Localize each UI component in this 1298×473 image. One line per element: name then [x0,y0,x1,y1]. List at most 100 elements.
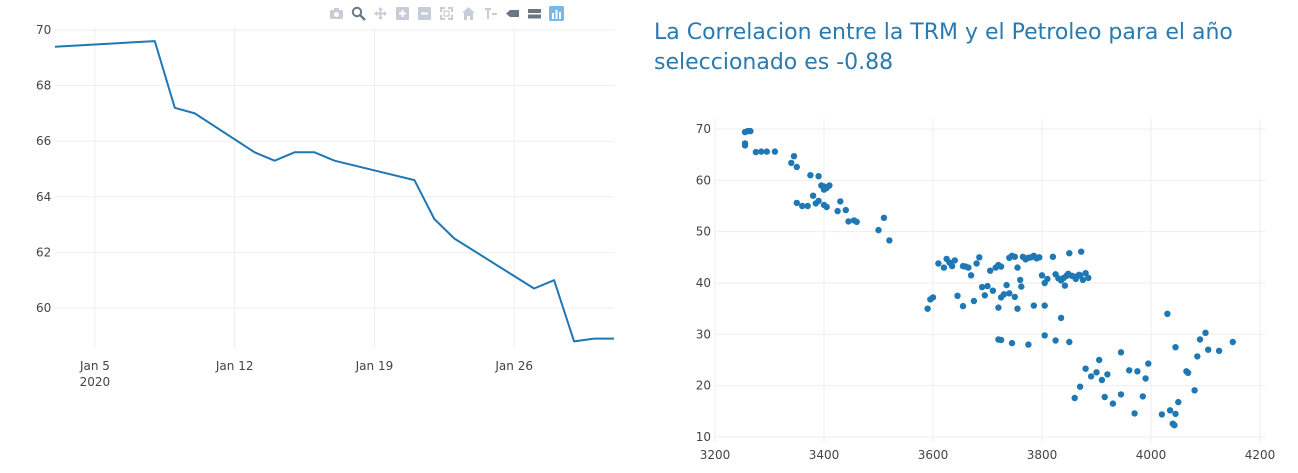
scatter-point[interactable] [1145,360,1152,367]
scatter-point[interactable] [929,294,937,301]
scatter-point[interactable] [758,148,765,155]
scatter-point[interactable] [1096,356,1103,364]
camera-icon[interactable] [328,5,344,21]
scatter-point[interactable] [815,197,822,205]
scatter-point[interactable] [965,264,972,271]
scatter-point[interactable] [940,264,948,271]
scatter-point[interactable] [804,202,811,210]
scatter-point[interactable] [842,206,849,214]
scatter-point[interactable] [790,153,798,160]
scatter-point[interactable] [1008,339,1016,347]
scatter-point[interactable] [1172,410,1179,418]
scatter-point[interactable] [1082,365,1089,372]
scatter-point[interactable] [1215,347,1223,354]
scatter-point[interactable] [997,263,1005,270]
scatter-point[interactable] [1038,272,1046,279]
scatter-point[interactable] [976,254,983,261]
scatter-point[interactable] [1196,336,1204,343]
trm-series-line[interactable] [54,40,614,343]
scatter-point[interactable] [837,198,844,205]
scatter-point[interactable] [1172,344,1179,351]
scatter-point[interactable] [1011,253,1018,260]
autoscale-icon[interactable] [438,5,454,21]
scatter-point[interactable] [1079,276,1087,284]
scatter-point[interactable] [1052,337,1059,344]
scatter-point[interactable] [981,292,988,299]
scatter-point[interactable] [820,186,828,193]
scatter-point[interactable] [752,148,760,156]
scatter-point[interactable] [823,203,830,211]
scatter-point[interactable] [809,192,817,199]
scatter-point[interactable] [793,199,800,207]
plotly-logo-icon[interactable] [548,5,564,21]
scatter-point[interactable] [973,260,980,267]
scatter-point[interactable] [1076,272,1084,279]
zoom-icon[interactable] [350,5,366,21]
scatter-point[interactable] [1076,383,1084,390]
scatter-point[interactable] [978,283,986,291]
scatter-point[interactable] [1171,422,1178,429]
zoom-out-icon[interactable] [416,5,432,21]
scatter-point[interactable] [1126,367,1133,374]
scatter-point[interactable] [788,159,795,167]
scatter-point[interactable] [1101,393,1108,401]
scatter-point[interactable] [1057,314,1065,322]
scatter-point[interactable] [1066,250,1073,257]
scatter-point[interactable] [1085,274,1092,282]
scatter-point[interactable] [1098,376,1106,384]
spike-lines-icon[interactable] [482,5,498,21]
hover-closest-icon[interactable] [504,5,520,21]
scatter-point[interactable] [1006,290,1013,297]
scatter-point[interactable] [1044,275,1051,283]
scatter-point[interactable] [1017,276,1024,284]
scatter-point[interactable] [1061,282,1069,289]
scatter-point[interactable] [997,294,1005,301]
scatter-point[interactable] [1041,302,1048,309]
home-icon[interactable] [460,5,476,21]
scatter-point[interactable] [1184,369,1192,376]
scatter-point[interactable] [1109,400,1117,407]
scatter-point[interactable] [1202,329,1209,336]
scatter-point[interactable] [1014,305,1021,312]
scatter-point[interactable] [1117,349,1125,356]
scatter-point[interactable] [970,297,978,305]
scatter-point[interactable] [815,173,822,180]
scatter-point[interactable] [1205,346,1212,353]
scatter-point[interactable] [954,292,961,299]
scatter-point[interactable] [1175,398,1182,406]
scatter-point[interactable] [1011,293,1018,301]
scatter-point[interactable] [948,262,956,270]
scatter-point[interactable] [1082,270,1089,277]
scatter-point[interactable] [793,163,800,171]
line-chart-plot-area[interactable] [54,40,614,343]
scatter-point[interactable] [1036,254,1043,261]
scatter-point[interactable] [967,272,975,279]
scatter-point[interactable] [834,207,841,215]
scatter-point[interactable] [1158,411,1166,418]
scatter-chart-plot-area[interactable] [741,127,1236,429]
scatter-point[interactable] [875,226,882,234]
scatter-point[interactable] [1014,264,1021,271]
scatter-point[interactable] [1066,338,1073,346]
scatter-point[interactable] [924,305,931,312]
scatter-point[interactable] [763,148,770,155]
zoom-in-icon[interactable] [394,5,410,21]
scatter-point[interactable] [1191,387,1198,394]
scatter-point[interactable] [1166,407,1174,414]
scatter-point[interactable] [1003,281,1010,289]
scatter-point[interactable] [987,267,994,274]
scatter-point[interactable] [1164,310,1171,317]
scatter-point[interactable] [1025,341,1032,348]
scatter-point[interactable] [1229,338,1236,346]
scatter-point[interactable] [1041,332,1048,339]
scatter-point[interactable] [807,172,814,179]
scatter-point[interactable] [880,214,888,221]
scatter-point[interactable] [1131,410,1138,417]
scatter-point[interactable] [989,287,997,294]
scatter-point[interactable] [741,142,749,149]
pan-icon[interactable] [372,5,388,21]
scatter-point[interactable] [845,218,852,225]
scatter-point[interactable] [1194,353,1201,360]
scatter-point[interactable] [959,302,967,310]
scatter-point[interactable] [1049,253,1057,260]
